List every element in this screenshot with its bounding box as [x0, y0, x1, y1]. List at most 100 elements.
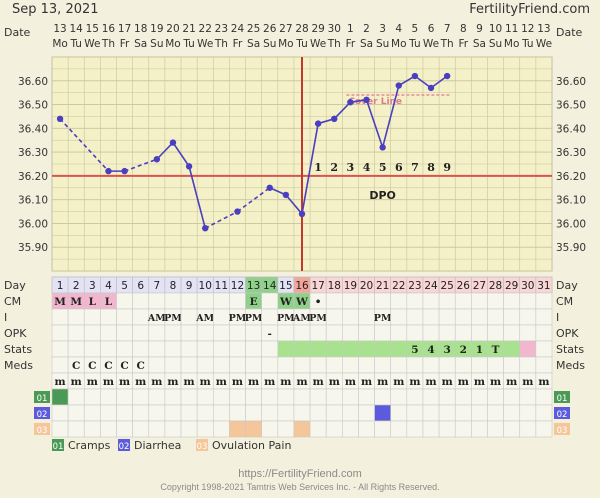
- row-value-m: m: [313, 376, 324, 388]
- row-value-stats: T: [492, 344, 500, 356]
- symptom-cell: [100, 404, 117, 422]
- symptom-cell: [503, 420, 521, 438]
- symptom-cell: [148, 388, 166, 406]
- date-cell: 18: [134, 23, 147, 35]
- row-cell-i: [454, 308, 472, 326]
- date-cell: 17: [118, 23, 131, 35]
- weekday-cell: Fr: [233, 38, 243, 50]
- symptom-cell: [454, 404, 472, 422]
- row-value-meds: C: [104, 360, 112, 372]
- day-number: 28: [489, 280, 502, 292]
- symptom-cell: [535, 420, 553, 438]
- row-cell-cm: [390, 292, 408, 310]
- row-cell-cm: [454, 292, 472, 310]
- row-cell-stats: [132, 340, 150, 358]
- row-value-m: m: [425, 376, 436, 388]
- footer-url[interactable]: https://FertilityFriend.com: [238, 468, 362, 480]
- dpo-number: 9: [443, 161, 451, 174]
- row-label-stats-right: Stats: [556, 343, 584, 356]
- row-value-m: m: [345, 376, 356, 388]
- row-value-cm: M: [54, 296, 66, 308]
- row-cell-stats: [229, 340, 246, 358]
- row-cell-stats: [164, 340, 182, 358]
- row-cell-opk: [438, 324, 456, 342]
- row-cell-meds: [487, 356, 504, 374]
- header-brand: FertilityFriend.com: [469, 2, 590, 17]
- symptom-code-right: 03: [557, 426, 568, 436]
- row-cell-stats: [390, 340, 408, 358]
- day-number: 22: [392, 280, 405, 292]
- symptom-cell: [67, 404, 85, 422]
- day-number: 5: [121, 280, 128, 292]
- weekday-cell: Mo: [504, 38, 519, 50]
- weekday-cell: Tu: [521, 38, 533, 50]
- row-cell-cm: [487, 292, 504, 310]
- symptom-cell: [438, 404, 456, 422]
- temp-point: [379, 144, 386, 151]
- row-cell-i: [212, 308, 230, 326]
- date-cell: 14: [70, 23, 84, 35]
- row-cell-opk: [51, 324, 69, 342]
- weekday-cell: Mo: [165, 38, 180, 50]
- weekday-cell: We: [310, 38, 326, 50]
- row-cell-cm: [503, 292, 521, 310]
- dpo-label: DPO: [369, 189, 396, 202]
- row-cell-stats: [374, 340, 392, 358]
- day-number: 25: [440, 280, 453, 292]
- row-value-m: m: [296, 376, 307, 388]
- day-number: 24: [424, 280, 438, 292]
- row-cell-opk: [229, 324, 246, 342]
- row-value-cm: W: [279, 296, 292, 308]
- row-value-m: m: [103, 376, 114, 388]
- day-number: 12: [231, 280, 244, 292]
- date-cell: 6: [428, 23, 435, 35]
- row-cell-stats: [180, 340, 198, 358]
- row-value-m: m: [538, 376, 549, 388]
- row-value-m: m: [55, 376, 66, 388]
- symptom-cell: [212, 420, 230, 438]
- row-value-m: m: [167, 376, 178, 388]
- row-cell-opk: [374, 324, 392, 342]
- y-tick-left: 36.00: [18, 218, 48, 230]
- row-cell-cm: [471, 292, 488, 310]
- row-cell-i: [487, 308, 504, 326]
- symptom-cell: [83, 420, 101, 438]
- weekday-cell: Su: [263, 38, 276, 50]
- row-cell-i: [406, 308, 424, 326]
- symptom-cell: [374, 404, 392, 422]
- row-value-stats: 5: [411, 344, 418, 356]
- row-cell-stats: [535, 340, 553, 358]
- symptom-cell: [180, 420, 198, 438]
- row-value-i: PM: [277, 313, 295, 324]
- day-number: 16: [295, 280, 309, 292]
- symptom-cell: [487, 388, 504, 406]
- row-cell-stats: [212, 340, 230, 358]
- day-number: 20: [360, 280, 373, 292]
- symptom-cell: [487, 420, 504, 438]
- temp-point: [202, 225, 209, 232]
- symptom-cell: [374, 388, 392, 406]
- row-cell-meds: [261, 356, 279, 374]
- date-cell: 8: [460, 23, 467, 35]
- dpo-number: 2: [330, 161, 338, 174]
- dpo-number: 4: [363, 161, 371, 174]
- weekday-cell: Th: [440, 38, 454, 50]
- row-value-cm: •: [315, 296, 322, 308]
- y-tick-left: 36.50: [18, 100, 48, 112]
- day-number: 3: [89, 280, 96, 292]
- row-value-i: PM: [309, 313, 327, 324]
- row-value-i: AM: [292, 313, 311, 324]
- symptom-cell: [471, 420, 488, 438]
- temp-line-segment: [365, 99, 384, 148]
- temp-line-segment: [156, 142, 174, 160]
- y-tick-right: 36.40: [556, 123, 586, 135]
- row-cell-meds: [277, 356, 295, 374]
- day-number: 31: [537, 280, 550, 292]
- row-cell-i: [503, 308, 521, 326]
- symptom-cell: [148, 420, 166, 438]
- symptom-cell: [51, 420, 69, 438]
- temp-line-segment: [172, 142, 190, 167]
- row-cell-cm: [374, 292, 392, 310]
- row-cell-opk: [390, 324, 408, 342]
